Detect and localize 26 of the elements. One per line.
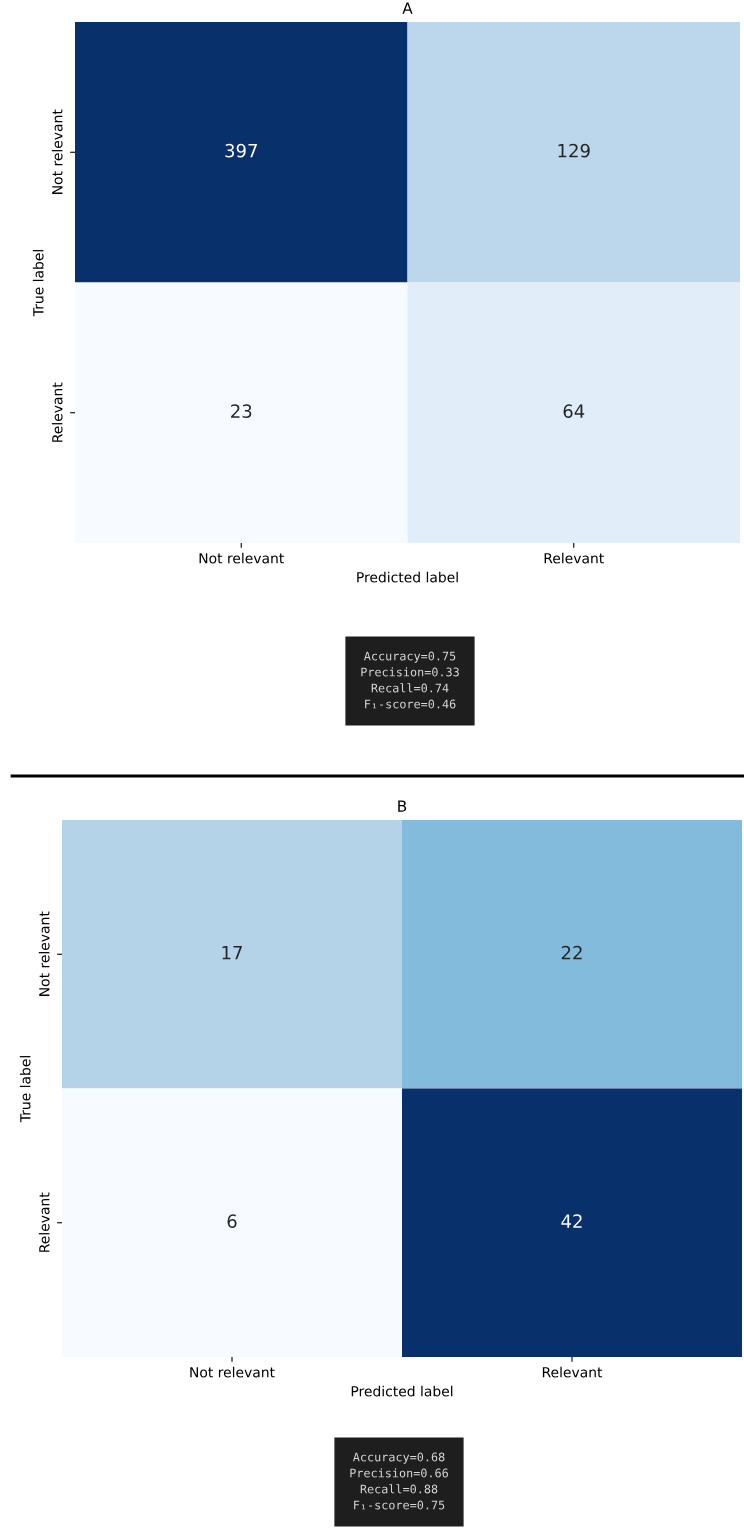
data-label: 23: [231, 404, 252, 418]
data-label: 64: [563, 404, 585, 418]
y-tick-label: Not relevant: [38, 911, 50, 996]
y-tick-label: Relevant: [38, 1192, 50, 1252]
x-axis-title: Predicted label: [351, 1385, 453, 1397]
text: F₁-score=0.75: [354, 1500, 445, 1510]
data-label: 22: [561, 945, 582, 960]
data-label: 397: [225, 143, 257, 158]
y-axis-title: True label: [19, 1056, 31, 1123]
x-axis-title: Predicted label: [357, 571, 458, 583]
data-label: 129: [558, 143, 590, 158]
text: Precision=0.33: [361, 667, 459, 677]
y-tick-label: Relevant: [51, 382, 63, 442]
text: Precision=0.66: [350, 1468, 448, 1478]
text: Recall=0.88: [360, 1484, 438, 1494]
data-label: 17: [222, 946, 242, 960]
text: F₁-score=0.46: [365, 699, 456, 709]
text: Accuracy=0.75: [364, 651, 456, 663]
text: Accuracy=0.68: [353, 1452, 445, 1464]
text: Recall=0.74: [371, 683, 449, 693]
chart-title: A: [402, 2, 413, 14]
y-axis-title: True label: [32, 250, 44, 317]
chart-title: B: [398, 800, 407, 812]
y-tick-label: Not relevant: [51, 109, 63, 194]
data-label: 42: [561, 1214, 582, 1228]
data-label: 6: [227, 1214, 237, 1228]
